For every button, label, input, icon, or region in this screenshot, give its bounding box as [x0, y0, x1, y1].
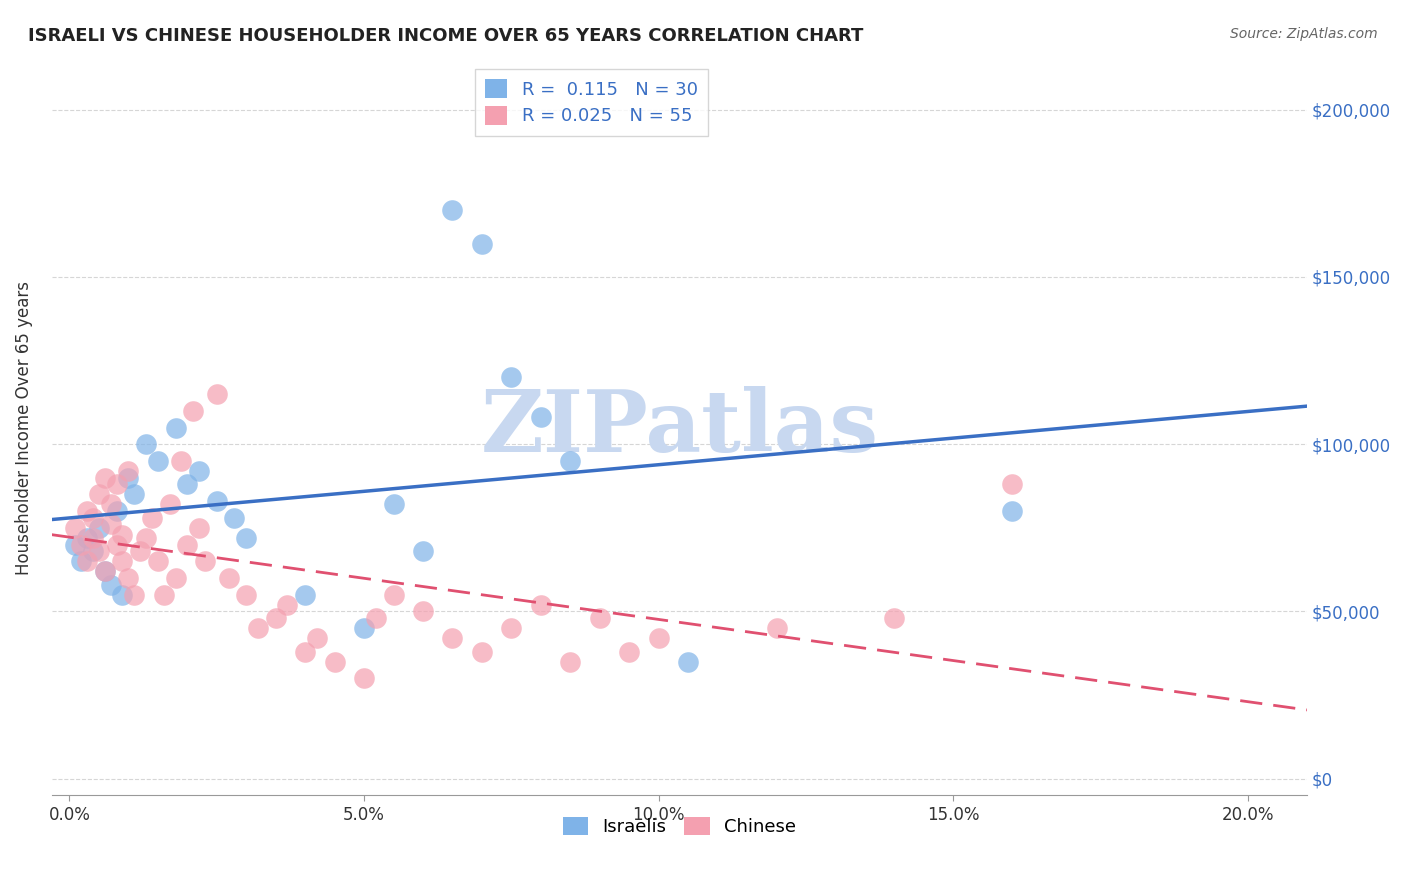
Point [648, 631, 671, 645]
Point [501, 621, 523, 635]
Point [105, 477, 128, 491]
Point [441, 631, 464, 645]
Text: ISRAELI VS CHINESE HOUSEHOLDER INCOME OVER 65 YEARS CORRELATION CHART: ISRAELI VS CHINESE HOUSEHOLDER INCOME OV… [28, 27, 863, 45]
Point [76, 504, 98, 518]
Point [146, 454, 169, 468]
Point [117, 571, 139, 585]
Point [382, 588, 405, 602]
Point [218, 571, 240, 585]
Point [70, 537, 93, 551]
Point [176, 537, 198, 551]
Point [247, 621, 270, 635]
Text: Source: ZipAtlas.com: Source: ZipAtlas.com [1230, 27, 1378, 41]
Point [94, 471, 117, 485]
Point [117, 471, 139, 485]
Point [165, 420, 187, 434]
Point [82, 531, 104, 545]
Point [94, 564, 117, 578]
Point [176, 477, 198, 491]
Point [188, 464, 211, 478]
Point [111, 588, 134, 602]
Point [94, 564, 117, 578]
Point [105, 537, 128, 551]
Point [353, 671, 375, 685]
Point [100, 497, 122, 511]
Point [1001, 504, 1024, 518]
Point [194, 554, 217, 568]
Point [141, 510, 163, 524]
Point [264, 611, 287, 625]
Point [76, 554, 98, 568]
Point [111, 527, 134, 541]
Point [105, 504, 128, 518]
Point [276, 598, 298, 612]
Point [364, 611, 387, 625]
Point [501, 370, 523, 384]
Point [235, 588, 257, 602]
Point [111, 554, 134, 568]
Point [135, 531, 157, 545]
Point [560, 454, 582, 468]
Point [412, 544, 434, 558]
Point [883, 611, 905, 625]
Point [235, 531, 257, 545]
Point [122, 487, 145, 501]
Point [294, 588, 316, 602]
Y-axis label: Householder Income Over 65 years: Householder Income Over 65 years [15, 280, 32, 574]
Point [159, 497, 181, 511]
Point [471, 236, 494, 251]
Text: ZIPatlas: ZIPatlas [481, 385, 879, 469]
Point [70, 554, 93, 568]
Point [530, 598, 553, 612]
Point [560, 655, 582, 669]
Point [165, 571, 187, 585]
Point [65, 521, 87, 535]
Legend: Israelis, Chinese: Israelis, Chinese [554, 808, 806, 846]
Point [676, 655, 699, 669]
Point [87, 521, 110, 535]
Point [100, 517, 122, 532]
Point [412, 604, 434, 618]
Point [152, 588, 174, 602]
Point [188, 521, 211, 535]
Point [129, 544, 152, 558]
Point [1001, 477, 1024, 491]
Point [589, 611, 612, 625]
Point [205, 387, 228, 401]
Point [117, 464, 139, 478]
Point [765, 621, 787, 635]
Point [100, 577, 122, 591]
Point [382, 497, 405, 511]
Point [82, 544, 104, 558]
Point [122, 588, 145, 602]
Point [530, 410, 553, 425]
Point [181, 404, 204, 418]
Point [224, 510, 246, 524]
Point [294, 644, 316, 658]
Point [619, 644, 641, 658]
Point [87, 487, 110, 501]
Point [441, 203, 464, 218]
Point [87, 544, 110, 558]
Point [76, 531, 98, 545]
Point [65, 537, 87, 551]
Point [305, 631, 328, 645]
Point [135, 437, 157, 451]
Point [323, 655, 346, 669]
Point [353, 621, 375, 635]
Point [471, 644, 494, 658]
Point [205, 494, 228, 508]
Point [170, 454, 193, 468]
Point [146, 554, 169, 568]
Point [82, 510, 104, 524]
